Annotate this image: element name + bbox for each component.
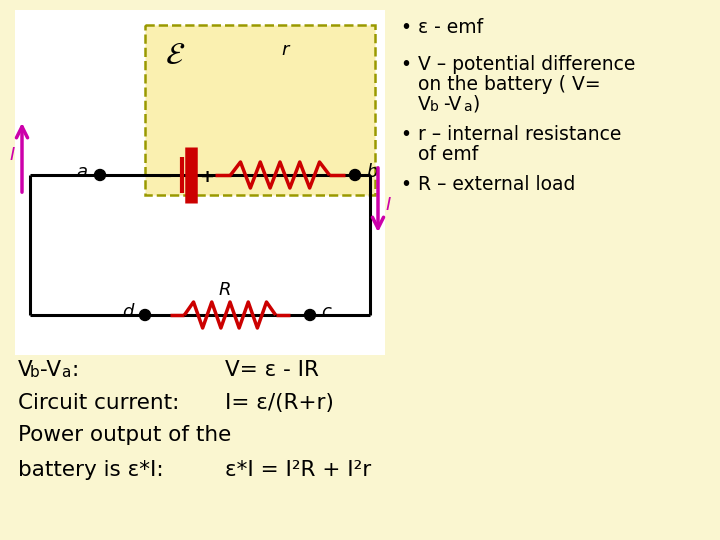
Text: d: d (122, 303, 134, 321)
Text: −: − (158, 168, 173, 186)
Text: V= ε - IR: V= ε - IR (225, 360, 319, 380)
Text: ): ) (473, 95, 480, 114)
Text: $\mathcal{E}$: $\mathcal{E}$ (165, 40, 185, 70)
Text: Power output of the: Power output of the (18, 425, 231, 445)
Text: V: V (18, 360, 32, 380)
Text: -V: -V (443, 95, 462, 114)
Text: •: • (400, 18, 411, 37)
Text: •: • (400, 175, 411, 194)
Text: on the battery ( V=: on the battery ( V= (418, 75, 600, 94)
Bar (145, 25, 375, 195)
Circle shape (305, 309, 315, 321)
Text: battery is ε*I:: battery is ε*I: (18, 460, 163, 480)
Text: -V: -V (40, 360, 61, 380)
Text: b: b (366, 163, 378, 181)
Text: r – internal resistance: r – internal resistance (418, 125, 621, 144)
Text: a: a (76, 163, 88, 181)
Text: •: • (400, 55, 411, 74)
Text: •: • (400, 125, 411, 144)
Text: Circuit current:: Circuit current: (18, 393, 179, 413)
Text: R: R (219, 281, 231, 299)
Text: +: + (199, 168, 215, 186)
Bar (15, 10, 385, 355)
Text: I= ε/(R+r): I= ε/(R+r) (225, 393, 334, 413)
Circle shape (94, 170, 106, 180)
Text: of emf: of emf (418, 145, 478, 164)
Circle shape (349, 170, 361, 180)
Text: ε - emf: ε - emf (418, 18, 483, 37)
Text: I: I (385, 196, 391, 214)
Text: b: b (30, 365, 40, 380)
Text: a: a (463, 100, 472, 114)
Text: R – external load: R – external load (418, 175, 575, 194)
Text: c: c (321, 303, 331, 321)
Text: a: a (61, 365, 71, 380)
Text: b: b (430, 100, 439, 114)
Text: ε*I = I²R + I²r: ε*I = I²R + I²r (225, 460, 372, 480)
Text: :: : (71, 360, 78, 380)
Text: V – potential difference: V – potential difference (418, 55, 635, 74)
Text: V: V (418, 95, 431, 114)
Text: r: r (282, 41, 289, 59)
Text: I: I (9, 146, 14, 164)
Circle shape (140, 309, 150, 321)
